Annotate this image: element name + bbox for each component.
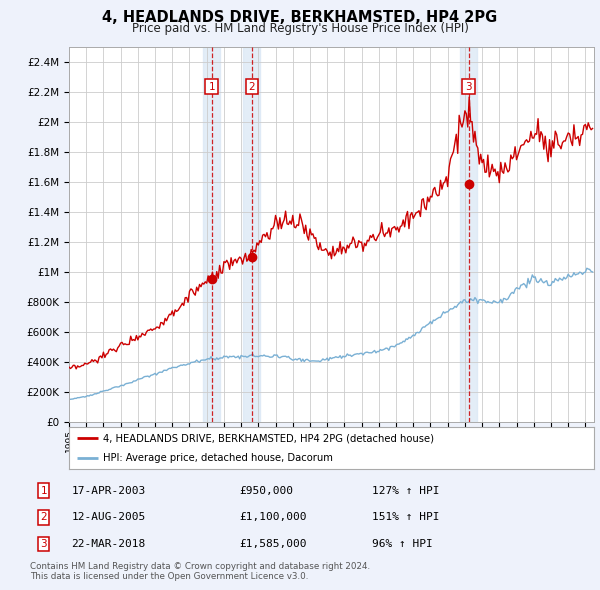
Text: HPI: Average price, detached house, Dacorum: HPI: Average price, detached house, Daco… xyxy=(103,454,333,463)
Text: 12-AUG-2005: 12-AUG-2005 xyxy=(71,512,146,522)
Text: 22-MAR-2018: 22-MAR-2018 xyxy=(71,539,146,549)
Text: 151% ↑ HPI: 151% ↑ HPI xyxy=(372,512,440,522)
Text: 127% ↑ HPI: 127% ↑ HPI xyxy=(372,486,440,496)
Text: 4, HEADLANDS DRIVE, BERKHAMSTED, HP4 2PG: 4, HEADLANDS DRIVE, BERKHAMSTED, HP4 2PG xyxy=(103,10,497,25)
Text: £950,000: £950,000 xyxy=(240,486,294,496)
Text: £1,585,000: £1,585,000 xyxy=(240,539,307,549)
Text: Contains HM Land Registry data © Crown copyright and database right 2024.
This d: Contains HM Land Registry data © Crown c… xyxy=(30,562,370,581)
Text: Price paid vs. HM Land Registry's House Price Index (HPI): Price paid vs. HM Land Registry's House … xyxy=(131,22,469,35)
Bar xyxy=(203,47,220,422)
Text: 3: 3 xyxy=(40,539,47,549)
Text: 4, HEADLANDS DRIVE, BERKHAMSTED, HP4 2PG (detached house): 4, HEADLANDS DRIVE, BERKHAMSTED, HP4 2PG… xyxy=(103,434,434,444)
Bar xyxy=(460,47,477,422)
Text: 96% ↑ HPI: 96% ↑ HPI xyxy=(372,539,433,549)
Bar xyxy=(243,47,260,422)
Text: 2: 2 xyxy=(40,512,47,522)
Text: 17-APR-2003: 17-APR-2003 xyxy=(71,486,146,496)
Text: £1,100,000: £1,100,000 xyxy=(240,512,307,522)
Text: 1: 1 xyxy=(40,486,47,496)
Text: 2: 2 xyxy=(248,81,255,91)
Text: 1: 1 xyxy=(208,81,215,91)
Text: 3: 3 xyxy=(466,81,472,91)
